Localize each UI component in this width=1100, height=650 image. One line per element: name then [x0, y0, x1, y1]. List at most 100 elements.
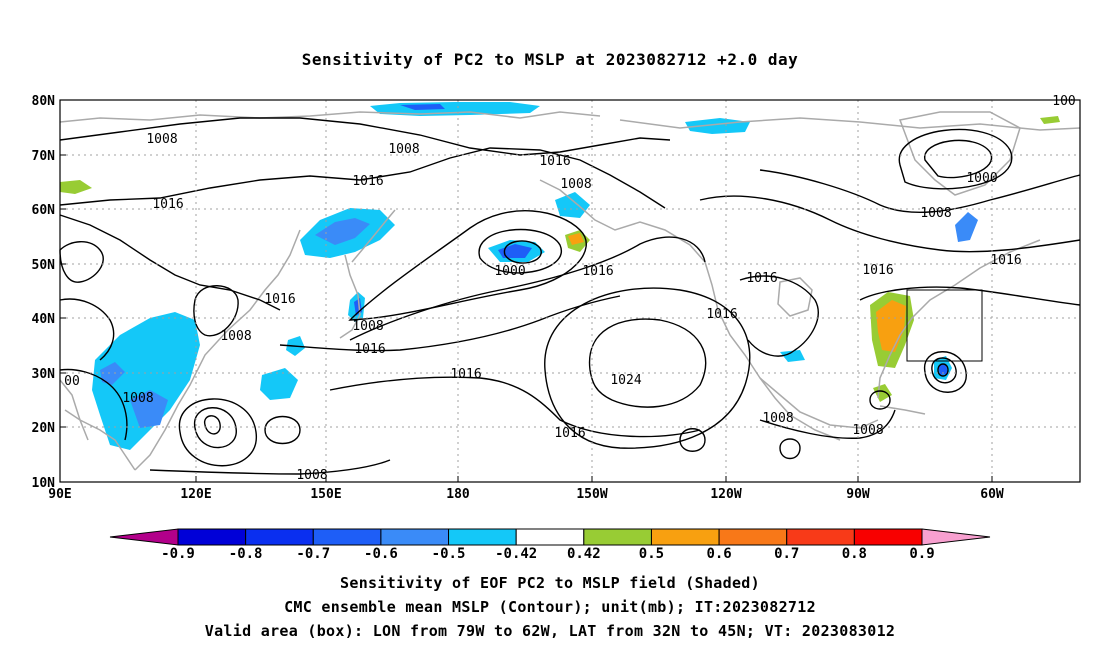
coast-kamchatka — [351, 209, 396, 263]
shade-philippine — [260, 368, 298, 400]
lat-axis: 80N 70N 60N 50N 40N 30N 20N 10N — [32, 94, 56, 491]
shade-china-core2 — [100, 362, 125, 385]
colorbar-segment — [650, 528, 720, 546]
tick-marks — [60, 99, 993, 483]
contour-pac-low-2 — [478, 228, 563, 274]
contour-pac-trough-1 — [349, 236, 706, 341]
lat-label: 20N — [32, 421, 56, 436]
contour-label: 1016 — [539, 154, 570, 169]
colorbar-segment — [245, 528, 314, 546]
contour-pac-low-1 — [503, 240, 542, 264]
coast-na-west — [704, 261, 841, 441]
contour-1024-high — [588, 318, 707, 408]
colorbar-label: -0.7 — [296, 546, 330, 562]
lat-label: 40N — [32, 312, 56, 327]
coast-arctic-asia — [59, 111, 601, 123]
contour-label-layer: 1008 1008 1016 1016 1016 1008 1000 1016 … — [64, 94, 1076, 483]
lat-label: 60N — [32, 203, 56, 218]
caption-line-1: Sensitivity of EOF PC2 to MSLP field (Sh… — [340, 574, 760, 592]
shading-layer — [60, 102, 1060, 450]
colorbar-segment — [177, 528, 247, 546]
colorbar-segment — [853, 528, 923, 546]
contour-label: 1008 — [296, 468, 327, 483]
contour-label: 1008 — [220, 329, 251, 344]
contour-1016-high — [544, 287, 751, 449]
coastlines — [59, 111, 1081, 471]
colorbar-label: -0.5 — [432, 546, 466, 562]
coast-mexico — [759, 377, 879, 429]
contour-label: 1016 — [352, 174, 383, 189]
lat-label: 10N — [32, 476, 56, 491]
coast-alaska — [539, 179, 706, 263]
contour-label: 1008 — [920, 206, 951, 221]
contour-west-3 — [59, 368, 128, 441]
lon-label: 90W — [846, 487, 870, 502]
caption-line-3: Valid area (box): LON from 79W to 62W, L… — [204, 622, 896, 640]
contour-west-2 — [59, 298, 115, 361]
colorbar-label: 0.8 — [842, 546, 867, 562]
contour-label: 100 — [1052, 94, 1075, 109]
contour-small-3 — [779, 438, 801, 460]
shade-hudson — [955, 212, 978, 242]
colorbar-segment — [380, 528, 450, 546]
figure-title: Sensitivity of PC2 to MSLP at 2023082712… — [301, 50, 799, 69]
contour-atl-low-3 — [924, 351, 967, 393]
contour-gulf-1008 — [759, 409, 896, 439]
contour-label: 1016 — [152, 197, 183, 212]
contour-west-1008 — [59, 241, 104, 283]
contour-label: 1016 — [582, 264, 613, 279]
contour-na-trough — [739, 275, 819, 357]
contour-label: 1016 — [862, 263, 893, 278]
contour-small-2 — [679, 428, 706, 452]
shade-china-core — [130, 390, 168, 428]
colorbar-segment — [515, 528, 585, 546]
contour-label: 1008 — [122, 391, 153, 406]
shade-pos-green-small2 — [1040, 116, 1060, 124]
lat-label: 30N — [32, 367, 56, 382]
contour-label: 1008 — [352, 319, 383, 334]
colorbar-segment — [718, 528, 788, 546]
colorbar-label: -0.9 — [161, 546, 195, 562]
contour-1016-north — [59, 147, 666, 209]
contour-1016-south — [329, 376, 701, 438]
lat-label: 80N — [32, 94, 56, 109]
coast-cuba — [879, 405, 926, 415]
colorbar-label: 0.6 — [706, 546, 731, 562]
contour-atl-low-1 — [937, 363, 949, 377]
contour-greenland-low-1 — [924, 139, 993, 179]
shade-china — [92, 312, 200, 450]
colorbar-segment — [448, 528, 517, 546]
coast-japan — [339, 254, 361, 339]
contour-label: 1024 — [610, 373, 641, 388]
colorbar-segment — [583, 528, 652, 546]
contour-label: 1016 — [990, 253, 1021, 268]
contour-label: 1016 — [450, 367, 481, 382]
lat-label: 70N — [32, 149, 56, 164]
lon-label: 150W — [576, 487, 607, 502]
colorbar-low-triangle — [109, 528, 179, 546]
graticule — [60, 100, 1080, 482]
coast-india — [59, 379, 89, 441]
colorbar-label: 0.9 — [909, 546, 934, 562]
lon-axis: 90E 120E 150E 180 150W 120W 90W 60W — [48, 487, 1004, 502]
contour-atl-low-2 — [931, 357, 957, 384]
contour-label: 1016 — [264, 292, 295, 307]
coast-east-asia — [134, 229, 301, 471]
lon-label: 120W — [710, 487, 741, 502]
contour-typhoon-3 — [178, 398, 257, 467]
shade-pos-west-green — [60, 180, 92, 194]
shade-alaska — [555, 192, 590, 218]
shade-siberia-core — [400, 104, 445, 110]
shade-kamchatka-core — [315, 218, 370, 245]
contour-typhoon-1 — [204, 415, 221, 435]
coast-na-east — [877, 239, 1041, 399]
contour-label: 1016 — [706, 307, 737, 322]
colorbar-segment — [786, 528, 855, 546]
contour-atl-1016 — [859, 286, 1081, 306]
coast-hudson — [777, 277, 813, 317]
contour-small-1 — [264, 415, 301, 445]
colorbar-label: 0.42 — [567, 546, 601, 562]
lon-label: 180 — [446, 487, 470, 502]
